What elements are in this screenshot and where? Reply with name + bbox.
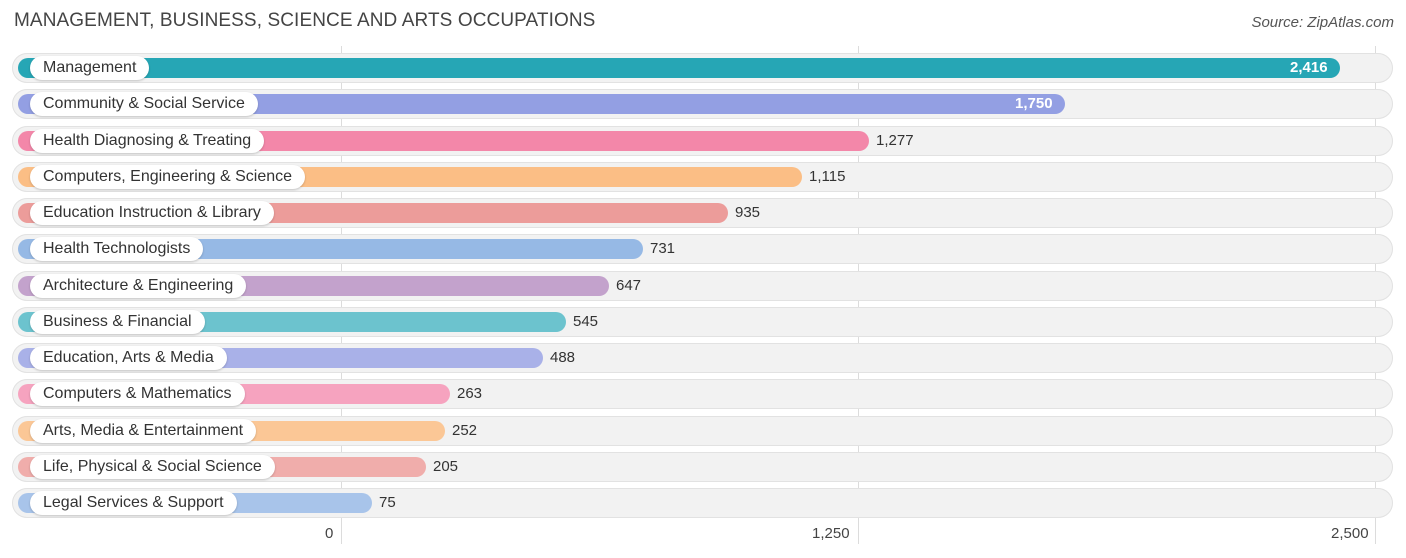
x-tick-label: 0 [325,525,334,542]
category-label: Life, Physical & Social Science [30,455,275,479]
value-label: 1,115 [809,168,846,185]
category-label: Education, Arts & Media [30,346,227,370]
chart-title: MANAGEMENT, BUSINESS, SCIENCE AND ARTS O… [14,10,596,31]
category-label: Community & Social Service [30,92,258,116]
bar[interactable] [18,58,1340,78]
x-tick-label: 1,250 [812,525,850,542]
category-label: Architecture & Engineering [30,274,247,298]
category-label: Management [30,56,150,80]
bar[interactable] [18,94,1065,114]
value-label: 263 [457,385,483,402]
category-label: Computers & Mathematics [30,382,245,406]
value-label: 1,277 [876,132,914,149]
value-label: 545 [573,313,599,330]
value-label: 205 [433,458,459,475]
value-label: 935 [735,204,761,221]
category-label: Legal Services & Support [30,491,237,515]
value-label: 2,416 [1290,59,1328,76]
value-label: 488 [550,349,576,366]
category-label: Health Diagnosing & Treating [30,129,265,153]
category-label: Education Instruction & Library [30,201,274,225]
source-label: Source: ZipAtlas.com [1251,14,1394,31]
category-label: Computers, Engineering & Science [30,165,306,189]
value-label: 252 [452,422,478,439]
category-label: Arts, Media & Entertainment [30,419,257,443]
value-label: 647 [616,277,642,294]
x-tick-label: 2,500 [1331,525,1369,542]
category-label: Business & Financial [30,310,205,334]
value-label: 75 [379,494,396,511]
category-label: Health Technologists [30,237,204,261]
value-label: 731 [650,240,676,257]
value-label: 1,750 [1015,95,1053,112]
